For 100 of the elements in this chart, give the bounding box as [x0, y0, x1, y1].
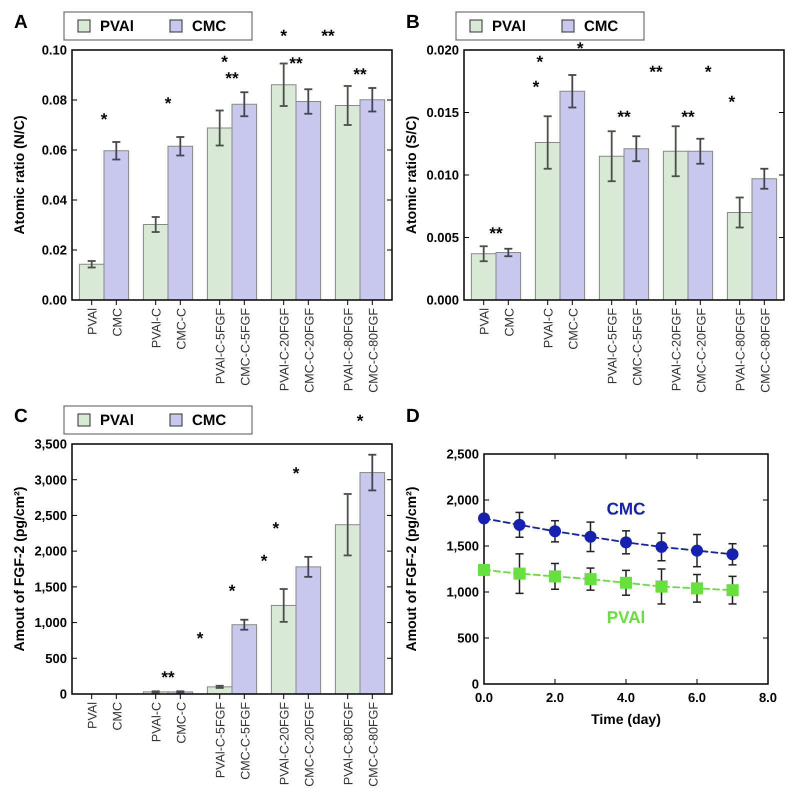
annotation: * — [292, 464, 300, 483]
text: * — [356, 412, 364, 430]
x-tick-label: PVAl — [86, 308, 100, 335]
point — [691, 582, 703, 594]
x-tick-label: PVAl-C — [542, 308, 556, 348]
x-tick-label: PVAl-C-20FGF — [278, 702, 292, 786]
annotation: * — [728, 92, 736, 112]
y-tick-label: 2,000 — [34, 544, 67, 559]
point — [584, 530, 596, 543]
x-tick-label: CMC — [110, 702, 124, 730]
point — [478, 564, 490, 576]
annotation: ** — [353, 65, 367, 84]
point — [691, 544, 703, 557]
y-tick-label: 500 — [457, 630, 479, 646]
y-tick-label: 0 — [472, 676, 479, 692]
y-tick-label: 0.020 — [426, 42, 459, 58]
y-axis-title: Amout of FGF-2 (pg/cm²) — [403, 486, 419, 652]
chart-title: B — [406, 12, 420, 33]
y-tick-label: 0.04 — [42, 192, 68, 208]
y-tick-label: 3,500 — [34, 436, 67, 452]
y-axis-title: Amout of FGF-2 (pg/cm²) — [11, 486, 27, 652]
series-label: CMC — [606, 499, 646, 518]
x-tick-label: 0.0 — [474, 690, 494, 705]
y-tick-label: 0.010 — [426, 168, 459, 183]
point — [584, 573, 596, 586]
x-tick-label: 8.0 — [758, 690, 778, 705]
chart-title: D — [406, 406, 420, 427]
annotation: * — [576, 38, 584, 58]
y-tick-label: 1,000 — [34, 615, 67, 630]
x-tick-label: CMC-C-20FGF — [302, 702, 316, 787]
y-tick-label: 500 — [45, 650, 67, 666]
annotation: ** — [649, 62, 663, 82]
x-tick-label: PVAl — [86, 702, 100, 729]
x-axis-title: Time (day) — [591, 711, 661, 727]
point — [656, 540, 668, 553]
x-tick-label: PVAl-C — [150, 308, 164, 348]
legend-label: CMC — [584, 18, 618, 35]
y-tick-label: 1,500 — [34, 579, 67, 594]
x-tick-label: CMC-C-80FGF — [758, 308, 772, 393]
x-tick-label: PVAl-C-20FGF — [670, 308, 684, 392]
legend-label: PVAl — [100, 18, 134, 35]
y-axis-title: Atomic ratio (N/C) — [11, 116, 27, 234]
point — [726, 584, 738, 596]
y-tick-label: 1,000 — [446, 584, 479, 600]
annotation: * — [532, 78, 540, 96]
point — [549, 525, 561, 538]
x-tick-label: PVAl-C-5FGF — [214, 308, 228, 384]
x-tick-label: CMC-C-5FGF — [630, 308, 644, 386]
annotation: * — [260, 552, 268, 570]
point — [549, 570, 561, 582]
y-tick-label: 2,500 — [34, 508, 67, 523]
y-tick-label: 0.08 — [42, 92, 67, 108]
chart-title: C — [14, 406, 28, 427]
x-tick-label: 6.0 — [688, 690, 706, 705]
y-tick-label: 0.06 — [42, 142, 67, 158]
point — [514, 568, 526, 580]
annotation: * — [164, 94, 172, 113]
annotation: ** — [681, 108, 695, 126]
legend-label: CMC — [192, 18, 226, 35]
annotation: ** — [225, 68, 239, 88]
point — [620, 576, 632, 589]
y-tick-label: 0 — [60, 686, 67, 702]
y-tick-label: 0.10 — [42, 42, 67, 58]
x-tick-label: CMC-C-80FGF — [366, 308, 380, 393]
y-tick-label: 3,000 — [34, 472, 67, 488]
annotation: * — [272, 519, 280, 538]
x-tick-label: CMC-C — [174, 308, 188, 350]
x-tick-label: CMC — [502, 308, 516, 336]
x-tick-label: 2.0 — [546, 690, 564, 705]
x-tick-label: PVAl-C-5FGF — [606, 308, 620, 384]
y-tick-label: 0.005 — [426, 230, 459, 246]
series-label: PVAl — [606, 608, 646, 627]
x-tick-label: PVAl-C-20FGF — [278, 308, 292, 392]
x-tick-label: CMC-C-5FGF — [238, 702, 252, 780]
point — [478, 512, 490, 524]
annotation: ** — [161, 668, 175, 687]
y-axis-title: Atomic ratio (S/C) — [403, 116, 419, 234]
annotation: * — [704, 62, 712, 82]
x-tick-label: CMC-C-5FGF — [238, 308, 252, 386]
annotation: ** — [617, 108, 631, 126]
annotation: * — [536, 52, 544, 72]
x-tick-label: 4.0 — [616, 690, 636, 705]
y-tick-label: 2,000 — [446, 492, 479, 508]
point — [726, 548, 738, 560]
x-tick-label: CMC-C — [566, 308, 580, 350]
point — [514, 518, 526, 531]
annotation: ** — [289, 54, 303, 73]
x-tick-label: PVAl-C-5FGF — [214, 702, 228, 778]
annotation: * — [228, 582, 236, 600]
point — [656, 580, 668, 592]
y-tick-label: 0.000 — [426, 292, 459, 308]
x-tick-label: CMC — [110, 308, 124, 336]
x-tick-label: CMC-C-80FGF — [366, 702, 380, 787]
legend-label: PVAl — [100, 412, 134, 429]
x-tick-label: PVAl — [478, 308, 492, 335]
annotation: * — [221, 52, 228, 72]
x-tick-label: PVAl-C-80FGF — [734, 308, 748, 392]
y-tick-label: 0.015 — [426, 105, 459, 120]
chart-title: A — [14, 12, 28, 33]
x-tick-label: CMC-C-20FGF — [302, 308, 316, 393]
